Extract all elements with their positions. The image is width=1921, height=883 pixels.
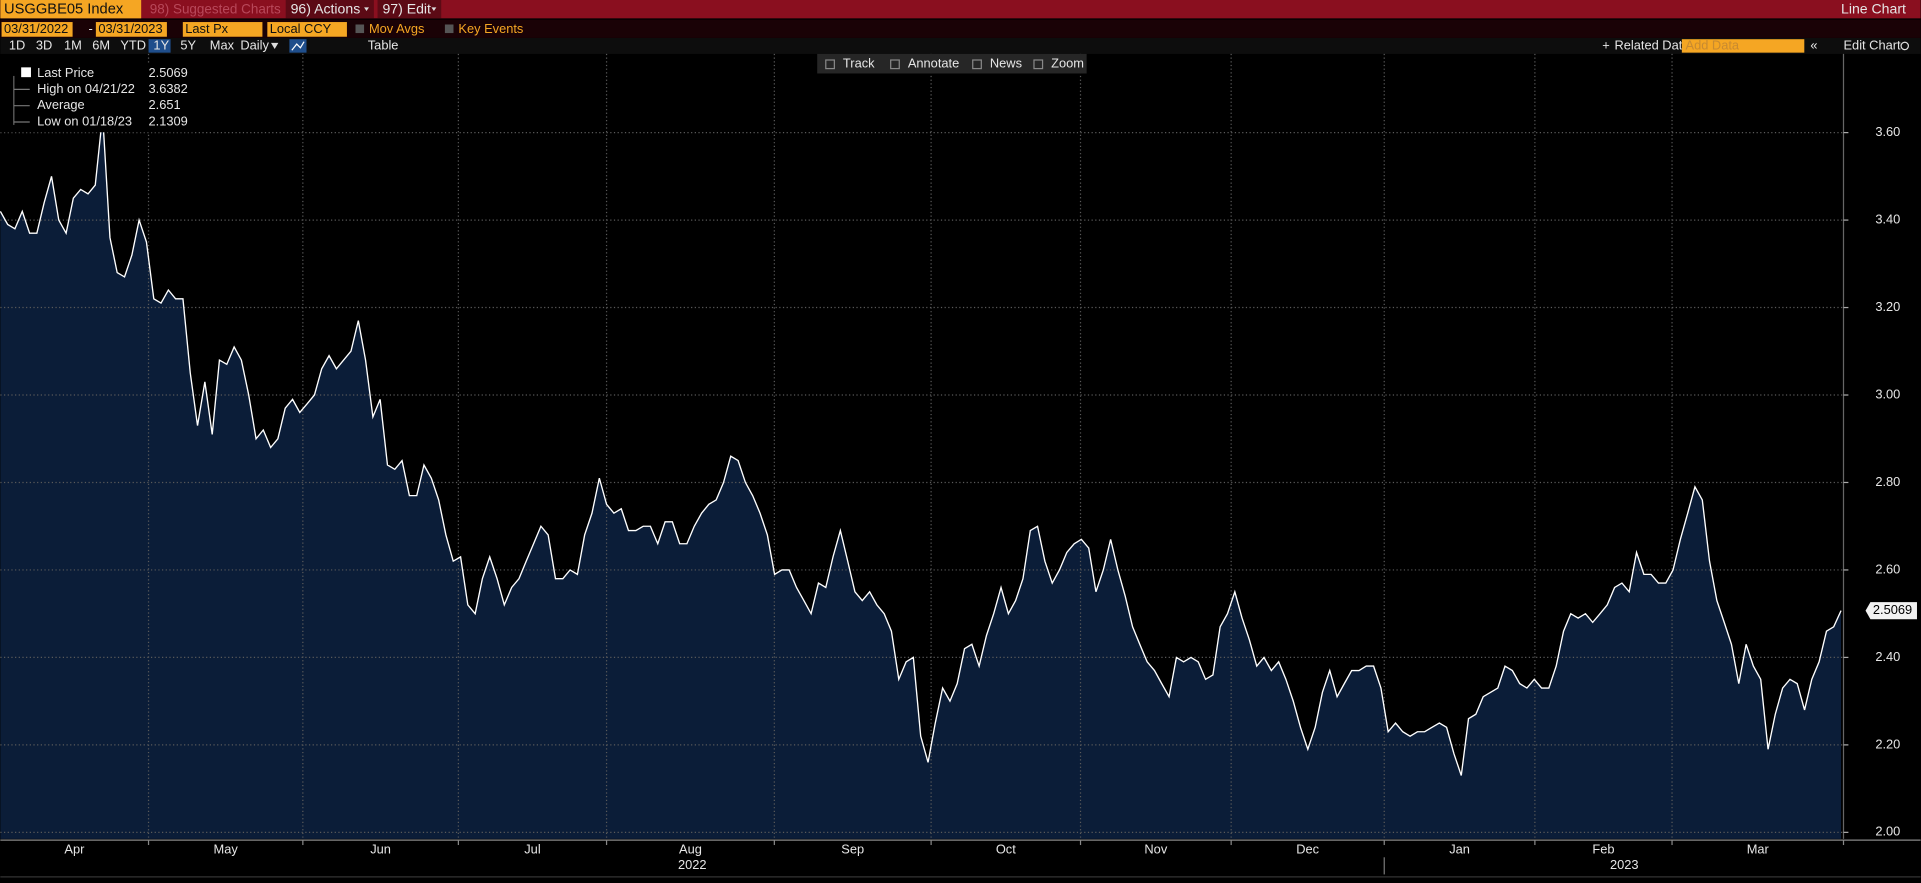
checkbox[interactable] bbox=[444, 24, 454, 34]
dropdown-icon bbox=[431, 7, 437, 12]
tool-button[interactable]: Zoom bbox=[1051, 56, 1084, 71]
x-tick-label: Jan bbox=[1449, 841, 1470, 856]
settings-icon[interactable] bbox=[1900, 41, 1910, 51]
ticker-box[interactable] bbox=[0, 0, 142, 19]
title-bar bbox=[0, 0, 1921, 19]
frequency[interactable]: Daily bbox=[240, 37, 269, 52]
stat-label: High on 04/21/22 bbox=[37, 81, 135, 96]
x-tick-label: Mar bbox=[1747, 841, 1770, 856]
ticker[interactable]: USGGBE05 Index bbox=[4, 2, 124, 18]
y-tick-label: 2.20 bbox=[1875, 736, 1900, 751]
year-label: 2023 bbox=[1610, 857, 1639, 872]
tool-button[interactable]: Annotate bbox=[908, 56, 959, 71]
chart-tools: Track Annotate News Zoom bbox=[825, 56, 1084, 71]
period-button[interactable]: 1D bbox=[9, 37, 25, 52]
period-button[interactable]: 1Y bbox=[153, 37, 169, 52]
start-date[interactable]: 03/31/2022 bbox=[4, 21, 68, 36]
suggested-charts[interactable]: 98) Suggested Charts bbox=[150, 1, 281, 16]
x-tick-label: Aug bbox=[679, 841, 702, 856]
actions-button[interactable] bbox=[285, 0, 374, 19]
tool-button[interactable]: News bbox=[990, 56, 1022, 71]
x-tick-label: Nov bbox=[1144, 841, 1167, 856]
stat-label: Average bbox=[37, 97, 85, 112]
period-button[interactable]: Max bbox=[210, 37, 235, 52]
period-buttons: 1D 3D 1M 6M YTD 1Y 5Y Max bbox=[9, 37, 235, 53]
x-tick-label: Dec bbox=[1296, 841, 1319, 856]
period-active[interactable] bbox=[148, 39, 171, 53]
x-tick-label: May bbox=[214, 841, 239, 856]
legend-value: 2.5069 bbox=[149, 65, 188, 80]
x-tick-label: Apr bbox=[64, 841, 85, 856]
key-events[interactable]: Key Events bbox=[458, 21, 523, 36]
y-tick-label: 3.00 bbox=[1875, 386, 1900, 401]
date-separator: - bbox=[89, 21, 93, 36]
stat-value: 2.1309 bbox=[149, 113, 188, 128]
y-tick-label: 2.40 bbox=[1875, 649, 1900, 664]
tool-icon bbox=[890, 59, 900, 70]
dropdown-icon bbox=[271, 42, 279, 49]
field[interactable]: Last Px bbox=[185, 21, 228, 36]
legend: Last Price 2.5069 High on 04/21/22 3.6382 Av… bbox=[13, 65, 188, 128]
plot-area: 2.00 2.20 2.40 2.60 2.80 3.00 3.20 3.40 3.60 Apr M… bbox=[0, 53, 1921, 878]
end-date[interactable]: 03/31/2023 bbox=[98, 21, 162, 36]
table-button[interactable]: Table bbox=[368, 37, 399, 52]
related-data[interactable]: Related Dat bbox=[1614, 37, 1682, 52]
y-tick-label: 2.60 bbox=[1875, 561, 1900, 576]
x-tick-label: Jun bbox=[370, 841, 391, 856]
year-label: 2022 bbox=[678, 857, 707, 872]
x-tick-label: Feb bbox=[1592, 841, 1614, 856]
tool-icon bbox=[825, 59, 835, 70]
period-button[interactable]: 1M bbox=[64, 37, 82, 52]
edit-button[interactable] bbox=[377, 0, 442, 19]
last-value-tag bbox=[1865, 602, 1917, 620]
edit-chart[interactable]: Edit Chart bbox=[1844, 37, 1902, 52]
period-bar bbox=[0, 37, 1921, 54]
stat-value: 2.651 bbox=[149, 97, 181, 112]
settings-bar bbox=[0, 19, 1921, 38]
y-tick-label: 3.40 bbox=[1875, 211, 1900, 226]
x-tick-label: Oct bbox=[996, 841, 1016, 856]
stat-value: 3.6382 bbox=[149, 81, 188, 96]
y-tick-label: 3.20 bbox=[1875, 299, 1900, 314]
last-value-label: 2.5069 bbox=[1873, 602, 1912, 617]
edit[interactable]: 97) Edit bbox=[382, 1, 431, 17]
legend-label: Last Price bbox=[37, 65, 94, 80]
y-tick-label: 3.60 bbox=[1875, 124, 1900, 139]
mov-avgs[interactable]: Mov Avgs bbox=[369, 21, 424, 36]
tool-icon bbox=[972, 59, 982, 70]
currency[interactable]: Local CCY bbox=[270, 21, 332, 36]
line bbox=[0, 115, 1842, 776]
chart-toolbar bbox=[817, 53, 1087, 74]
add-data-box[interactable] bbox=[1681, 39, 1805, 53]
y-tick-label: 2.00 bbox=[1875, 824, 1900, 839]
dropdown-icon bbox=[364, 7, 369, 12]
plus-icon: + bbox=[1602, 37, 1610, 52]
field-box[interactable] bbox=[182, 22, 263, 37]
stat-label: Low on 01/18/23 bbox=[37, 113, 132, 128]
tool-button[interactable]: Track bbox=[843, 56, 875, 71]
checkbox[interactable] bbox=[355, 24, 365, 34]
view-name: Line Chart bbox=[1841, 1, 1906, 17]
y-tick-label: 2.80 bbox=[1875, 474, 1900, 489]
period-button[interactable]: 5Y bbox=[180, 37, 196, 52]
collapse-icon[interactable]: « bbox=[1810, 37, 1817, 52]
currency-box[interactable] bbox=[267, 22, 347, 37]
add-data[interactable]: Add Data bbox=[1686, 37, 1740, 52]
legend-swatch bbox=[21, 67, 31, 78]
legend-box bbox=[0, 63, 194, 133]
start-date-box[interactable] bbox=[1, 22, 73, 37]
actions[interactable]: 96) Actions bbox=[291, 1, 361, 17]
x-tick-label: Jul bbox=[524, 841, 540, 856]
period-button[interactable]: 3D bbox=[36, 37, 52, 52]
end-date-box[interactable] bbox=[95, 22, 167, 37]
x-tick-label: Sep bbox=[841, 841, 864, 856]
chart-type-icon bbox=[291, 41, 305, 51]
period-button[interactable]: YTD bbox=[120, 37, 146, 52]
period-button[interactable]: 6M bbox=[92, 37, 110, 52]
tool-icon bbox=[1033, 59, 1044, 70]
